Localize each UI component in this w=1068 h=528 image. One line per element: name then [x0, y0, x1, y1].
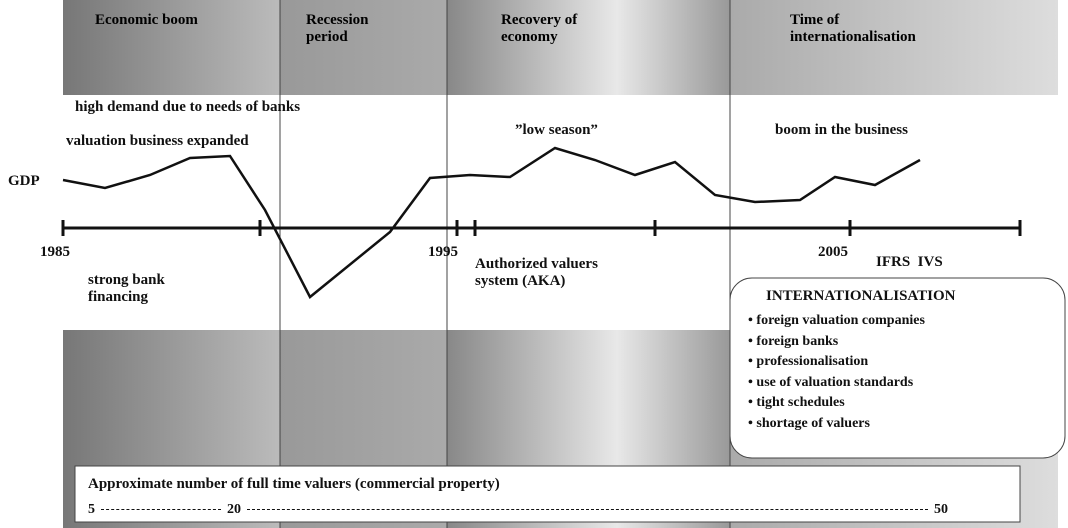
timeline [61, 220, 1022, 236]
period-title: Time of internationalisation [790, 12, 916, 45]
annotation: strong bank financing [88, 272, 165, 305]
dash [247, 509, 928, 510]
scale-value: 5 [88, 502, 95, 517]
annotation: valuation business expanded [66, 133, 249, 149]
list-item: foreign valuation companies [748, 311, 1068, 332]
period-title: Recession period [306, 12, 369, 45]
annotation: ”low season” [515, 122, 598, 138]
annotation: IFRS IVS [876, 254, 943, 270]
year-label: 2005 [818, 244, 848, 260]
annotation: boom in the business [775, 122, 908, 138]
period-title: Recovery of economy [501, 12, 578, 45]
list-item: tight schedules [748, 393, 1068, 414]
box-title: INTERNATIONALISATION [766, 288, 956, 304]
gdp-line [62, 146, 921, 299]
valuers-scale: 5 20 50 [88, 501, 1018, 518]
internationalisation-list: INTERNATIONALISATION foreign valuation c… [748, 288, 1068, 434]
annotation: Authorized valuers system (AKA) [475, 256, 598, 289]
list-item: shortage of valuers [748, 414, 1068, 435]
period-title: Economic boom [95, 12, 198, 28]
year-label: 1995 [428, 244, 458, 260]
year-label: 1985 [40, 244, 70, 260]
annotation: high demand due to needs of banks [75, 99, 301, 115]
valuers-box [74, 465, 1021, 523]
list-item: professionalisation [748, 352, 1068, 373]
list-item: use of valuation standards [748, 373, 1068, 394]
dash [101, 509, 221, 510]
valuers-title: Approximate number of full time valuers … [88, 476, 500, 492]
scale-value: 50 [934, 502, 948, 517]
scale-value: 20 [227, 502, 241, 517]
list-item: foreign banks [748, 332, 1068, 353]
gdp-label: GDP [8, 173, 40, 189]
item-list: foreign valuation companiesforeign banks… [748, 311, 1068, 434]
